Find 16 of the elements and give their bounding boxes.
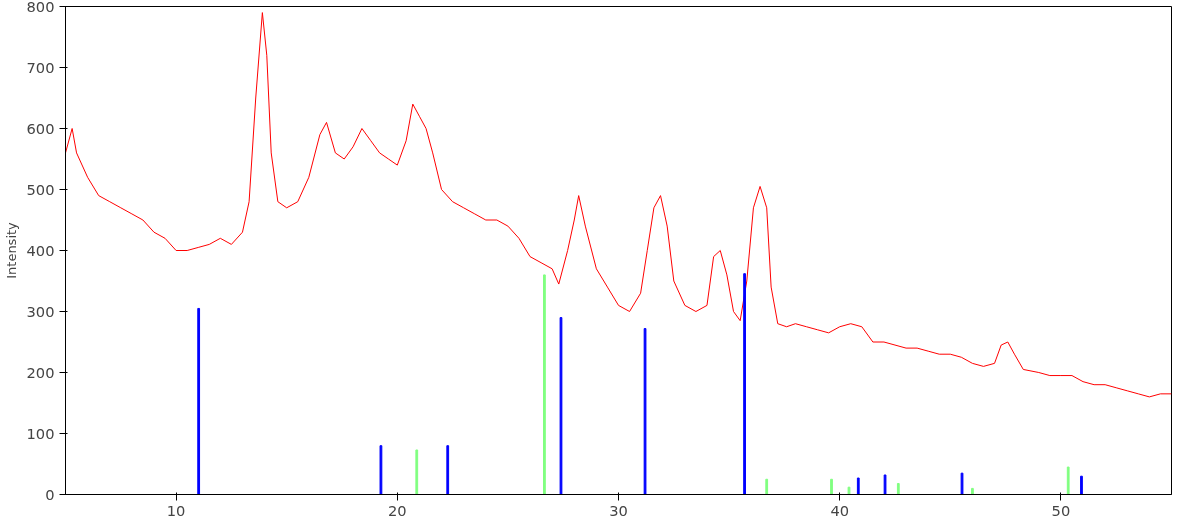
y-tick-label: 700 — [26, 58, 55, 76]
y-tick-label: 100 — [26, 424, 55, 442]
y-tick-label: 400 — [26, 241, 55, 259]
x-tick-label: 30 — [609, 501, 628, 519]
x-tick-label: 50 — [1051, 501, 1071, 519]
line-series — [65, 12, 1172, 398]
y-axis-title: Intensity — [3, 221, 19, 279]
y-tick-label: 0 — [45, 485, 55, 503]
x-tick-label: 20 — [387, 501, 407, 519]
y-tick-label: 800 — [26, 0, 55, 15]
x-tick-label: 10 — [166, 501, 186, 519]
y-tick-label: 500 — [26, 180, 55, 198]
y-tick-label: 200 — [26, 363, 55, 381]
y-tick-label: 300 — [26, 302, 55, 320]
y-tick-label: 600 — [26, 119, 55, 137]
x-tick-label: 40 — [830, 501, 850, 519]
